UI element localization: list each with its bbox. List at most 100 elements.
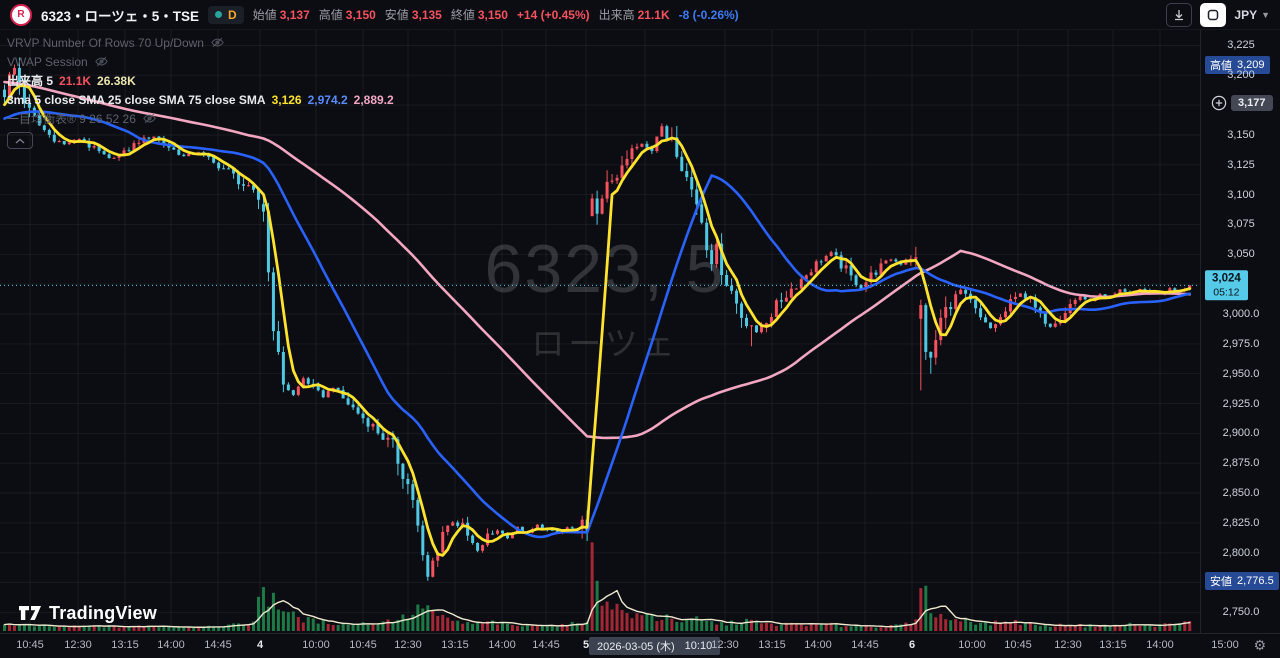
time-tick-label: 14:00	[804, 639, 832, 651]
legend-row-3ma[interactable]: 3ma 5 close SMA 25 close SMA 75 close SM…	[7, 90, 394, 109]
range-high-label: 高値 3,209	[1205, 55, 1270, 74]
sma75-value: 2,889.2	[353, 92, 394, 107]
sma25-value: 2,974.2	[307, 92, 348, 107]
close-field: 終値 3,150	[451, 6, 508, 23]
legend-collapse-button[interactable]	[7, 132, 33, 149]
price-tick-label: 3,050	[1227, 248, 1255, 261]
time-tick-label: 10:00	[302, 639, 330, 651]
sma-title: 3ma 5 close SMA 25 close SMA 75 close SM…	[7, 92, 266, 107]
legend-row-ichimoku[interactable]: 一目均衡表® 9 26 52 26	[7, 109, 394, 128]
volume-ma-line	[3, 589, 1191, 628]
vwap-title: VWAP Session	[7, 54, 88, 69]
volume-label-text: 出来高	[598, 8, 635, 22]
day-change: -8 (-0.26%)	[678, 7, 739, 22]
time-tick-label: 14:00	[488, 639, 516, 651]
rounded-square-icon	[1208, 9, 1219, 20]
price-tick-label: 2,950.0	[1222, 367, 1260, 380]
time-axis[interactable]: 2026-03-05 (木) 10:10 ⚙ 10:45 12:30 13:15 14…	[0, 633, 1280, 658]
indicator-legend: VRVP Number Of Rows 70 Up/Down VWAP Sess…	[7, 33, 394, 149]
price-axis[interactable]: 高値 3,209 3,177 3,024 05:12 安値 2,776.5 3,22…	[1200, 0, 1280, 633]
low-field: 安値 3,135	[385, 6, 442, 23]
high-label-text: 高値	[318, 8, 343, 22]
market-open-dot-icon	[215, 11, 223, 18]
currency-dropdown[interactable]: JPY ▼	[1234, 8, 1270, 22]
legend-row-vwap[interactable]: VWAP Session	[7, 52, 394, 71]
sma5-line	[3, 84, 1192, 557]
open-field: 始値 3,137	[253, 6, 310, 23]
volume-ma-value: 26.38K	[97, 73, 136, 88]
axis-settings-gear-icon[interactable]: ⚙	[1253, 637, 1266, 653]
time-tick-label: 10:45	[16, 639, 44, 651]
market-status-pill[interactable]: D	[208, 5, 244, 24]
crosshair-date-label: 2026-03-05 (木) 10:10	[589, 637, 721, 655]
high-value-text: 3,150	[345, 8, 376, 22]
volume-value: 21.1K	[59, 73, 92, 88]
range-low-label: 安値 2,776.5	[1205, 571, 1279, 590]
price-tick-label: 2,875.0	[1222, 457, 1260, 470]
price-tick-label: 3,225	[1227, 39, 1255, 52]
open-value: 3,137	[279, 8, 310, 22]
currency-value: JPY	[1234, 7, 1258, 22]
symbol-title[interactable]: 6323・ローツェ・5・TSE	[41, 8, 200, 24]
open-label: 始値	[252, 8, 277, 22]
day-tick-label: 5	[582, 639, 590, 651]
chevron-down-icon: ▼	[1261, 9, 1270, 20]
sma5-value: 3,126	[271, 92, 302, 107]
time-tick-label: 14:00	[1146, 639, 1174, 651]
time-tick-label: 10:00	[958, 639, 986, 651]
low-value-text: 3,135	[411, 8, 442, 22]
time-tick-label: 15:00	[1211, 639, 1239, 651]
add-alert-plus-icon[interactable]	[1211, 95, 1227, 111]
candlestick-chart[interactable]	[0, 0, 1200, 633]
price-tick-label: 3,000.0	[1222, 308, 1260, 320]
eye-off-icon[interactable]	[210, 35, 225, 50]
price-tick-label: 3,125	[1227, 158, 1255, 171]
time-tick-label: 13:15	[111, 639, 139, 651]
price-tick-label: 3,150	[1227, 128, 1255, 141]
download-arrow-icon	[1175, 9, 1184, 20]
price-tick-label: 2,925.0	[1222, 397, 1260, 410]
high-value: 3,209	[1237, 58, 1265, 71]
day-tick-label: 4	[256, 639, 264, 651]
tradingview-logo[interactable]: TradingView	[18, 601, 157, 625]
legend-row-vrvp[interactable]: VRVP Number Of Rows 70 Up/Down	[7, 33, 394, 52]
price-tick-label: 2,825.0	[1222, 516, 1260, 529]
eye-off-icon[interactable]	[94, 54, 109, 69]
ichimoku-title: 一目均衡表® 9 26 52 26	[7, 112, 136, 126]
price-tick-label: 3,100	[1227, 188, 1255, 201]
price-tick-label: 2,900.0	[1222, 427, 1260, 440]
chevron-up-icon	[15, 137, 25, 144]
sma25-line	[3, 110, 1192, 539]
eye-off-icon[interactable]	[142, 111, 157, 126]
time-tick-label: 12:30	[64, 639, 92, 651]
time-tick-label: 13:15	[1099, 639, 1127, 651]
toolbar-right-buttons: JPY ▼	[1166, 2, 1270, 27]
day-tick-label: 6	[908, 639, 916, 651]
close-value-text: 3,150	[477, 8, 508, 22]
time-tick-label: 10:45	[1004, 639, 1032, 651]
bar-countdown: 05:12	[1213, 285, 1240, 298]
alert-price-value: 3,177	[1231, 94, 1273, 111]
time-tick-label: 10:45	[349, 639, 377, 651]
time-tick-label: 12:30	[394, 639, 422, 651]
last-price-label: 3,024 05:12	[1205, 270, 1248, 301]
low-tag: 安値	[1210, 575, 1232, 588]
time-tick-label: 12:30	[711, 639, 739, 651]
tradingview-logo-text: TradingView	[49, 602, 157, 623]
price-tick-label: 2,850.0	[1222, 487, 1260, 500]
volume-value-text: 21.1K	[637, 8, 670, 22]
crosshair-time: 10:10	[684, 640, 713, 652]
legend-row-volume[interactable]: 出来高 5 21.1K 26.38K	[7, 71, 394, 90]
price-tick-label: 2,800.0	[1222, 546, 1260, 559]
volume-title: 出来高 5	[7, 74, 54, 88]
screenshot-button[interactable]	[1200, 2, 1227, 27]
bar-change: +14 (+0.45%)	[516, 7, 590, 22]
alert-price-label[interactable]: 3,177	[1211, 94, 1273, 111]
download-button[interactable]	[1166, 2, 1193, 27]
time-tick-label: 14:45	[532, 639, 560, 651]
low-value: 2,776.5	[1237, 574, 1274, 587]
price-tick-label: 2,750.0	[1222, 606, 1260, 619]
symbol-logo[interactable]: R	[10, 3, 32, 26]
last-price-value: 3,024	[1212, 272, 1241, 285]
